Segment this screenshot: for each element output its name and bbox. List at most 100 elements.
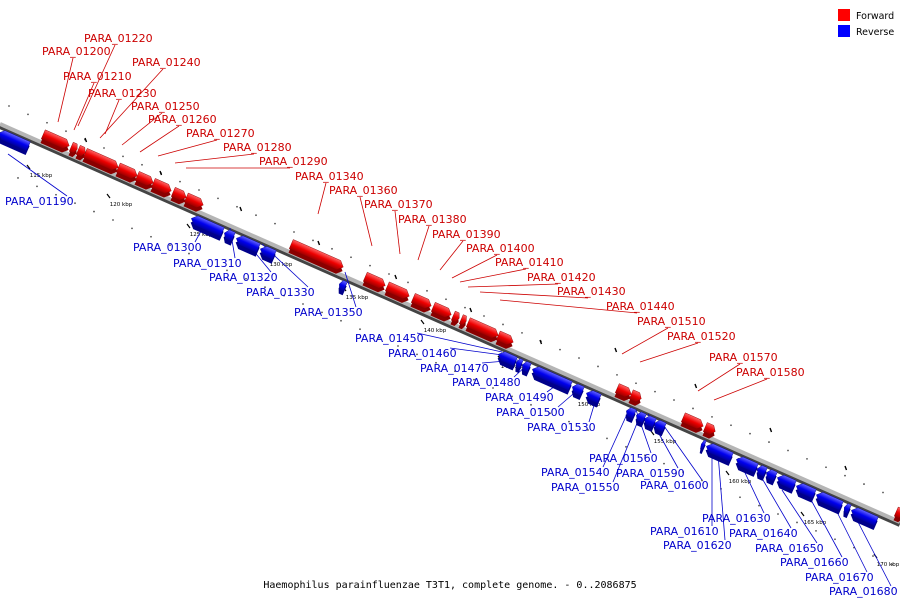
scale-mark bbox=[539, 339, 543, 345]
guide-dot bbox=[407, 281, 409, 284]
leader-line bbox=[417, 225, 430, 261]
gene-face bbox=[843, 503, 852, 515]
gene-label: PARA_01420 bbox=[527, 271, 596, 284]
forward-gene bbox=[288, 239, 344, 274]
leader-line bbox=[663, 425, 703, 481]
guide-dot bbox=[549, 412, 551, 415]
guide-dot bbox=[207, 261, 209, 263]
gene-label: PARA_01340 bbox=[295, 170, 364, 183]
guide-dot bbox=[739, 496, 741, 499]
gene-label: PARA_01640 bbox=[729, 527, 798, 540]
guide-dot bbox=[654, 390, 656, 393]
guide-dot bbox=[293, 231, 295, 233]
gene-face bbox=[532, 366, 573, 391]
guide-dot bbox=[435, 361, 437, 364]
forward-gene bbox=[115, 162, 138, 183]
guide-dot bbox=[369, 264, 371, 267]
reverse-gene bbox=[643, 415, 657, 432]
guide-dot bbox=[587, 429, 589, 431]
gene-label: PARA_01670 bbox=[805, 571, 874, 584]
gene-face bbox=[796, 483, 817, 499]
guide-dot bbox=[331, 247, 333, 250]
guide-dot bbox=[122, 155, 124, 158]
gene-face bbox=[170, 187, 187, 201]
leader-line bbox=[73, 82, 95, 131]
reverse-gene bbox=[699, 439, 707, 454]
tick-label: 115 kbp bbox=[30, 173, 53, 179]
gene-label: PARA_01290 bbox=[259, 155, 328, 168]
gene-face bbox=[115, 162, 138, 179]
scale-mark bbox=[394, 274, 398, 280]
reverse-gene bbox=[515, 358, 524, 374]
reverse-gene bbox=[776, 474, 797, 494]
gene-label: PARA_01220 bbox=[84, 32, 153, 45]
guide-dot bbox=[891, 563, 893, 566]
scale-mark bbox=[614, 347, 618, 353]
reverse-gene bbox=[223, 229, 236, 246]
legend-forward-label: Forward bbox=[856, 11, 894, 22]
guide-dot bbox=[426, 289, 428, 292]
guide-dot bbox=[806, 457, 808, 460]
forward-gene bbox=[458, 314, 467, 330]
guide-dot bbox=[359, 328, 361, 331]
tick-label: 160 kbp bbox=[729, 479, 752, 485]
leader-line bbox=[451, 254, 498, 279]
gene-face bbox=[236, 235, 261, 253]
gene-label: PARA_01660 bbox=[780, 556, 849, 569]
gene-face bbox=[515, 358, 524, 370]
gene-face bbox=[636, 411, 647, 424]
gene-face bbox=[893, 506, 900, 519]
gene-label: PARA_01360 bbox=[329, 184, 398, 197]
gene-face bbox=[465, 317, 499, 339]
scale-mark bbox=[84, 137, 88, 143]
gene-label: PARA_01580 bbox=[736, 366, 805, 379]
guide-dot bbox=[36, 185, 38, 188]
gene-label: PARA_01610 bbox=[650, 525, 719, 538]
gene-face bbox=[572, 383, 585, 397]
reverse-gene bbox=[843, 503, 852, 519]
gene-features bbox=[0, 129, 900, 531]
leader-line bbox=[639, 342, 699, 363]
leader-line bbox=[717, 453, 726, 541]
forward-gene bbox=[384, 281, 410, 303]
gene-face bbox=[134, 171, 154, 186]
reverse-gene bbox=[635, 411, 647, 428]
guide-dot bbox=[825, 466, 827, 469]
leader-line bbox=[459, 268, 527, 283]
gene-label: PARA_01230 bbox=[88, 87, 157, 100]
guide-dot bbox=[283, 294, 285, 297]
gene-label: PARA_01310 bbox=[173, 257, 242, 270]
guide-dot bbox=[321, 311, 323, 314]
leader-line bbox=[467, 283, 559, 288]
gene-face bbox=[40, 129, 70, 149]
genome-backbone bbox=[0, 122, 900, 527]
guide-dot bbox=[473, 378, 475, 381]
guide-dot bbox=[844, 474, 846, 477]
forward-gene bbox=[170, 187, 187, 205]
guide-dot bbox=[378, 336, 380, 339]
tick-label: 165 kbp bbox=[804, 520, 827, 526]
guide-dot bbox=[872, 555, 874, 557]
scale-mark bbox=[159, 170, 163, 176]
forward-gene bbox=[465, 317, 499, 343]
guide-dot bbox=[74, 202, 76, 205]
gene-face bbox=[498, 351, 518, 367]
guide-dot bbox=[758, 504, 760, 507]
reverse-gene bbox=[190, 215, 225, 241]
gene-face bbox=[183, 192, 204, 208]
gene-label: PARA_01520 bbox=[667, 330, 736, 343]
guide-dot bbox=[150, 235, 152, 238]
gene-face bbox=[339, 280, 348, 292]
guide-dot bbox=[787, 449, 789, 452]
tick-label: 120 kbp bbox=[110, 202, 133, 208]
guide-dot bbox=[445, 298, 447, 301]
guide-dot bbox=[597, 365, 599, 368]
guide-dot bbox=[312, 239, 314, 242]
guide-dot bbox=[464, 306, 466, 309]
tick-mark bbox=[106, 193, 111, 199]
tick-label: 125 kbp bbox=[190, 232, 213, 238]
gene-face bbox=[0, 130, 31, 152]
reverse-gene bbox=[653, 419, 667, 437]
gene-label: PARA_01380 bbox=[398, 213, 467, 226]
